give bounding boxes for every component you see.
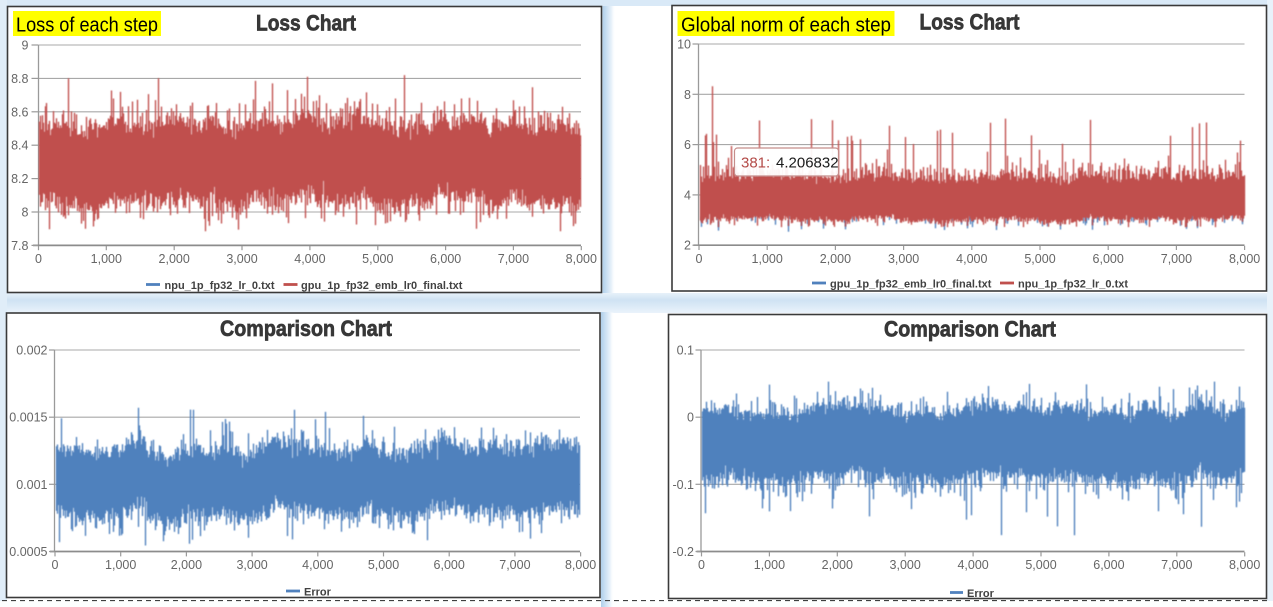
svg-text:0.001: 0.001 (16, 478, 47, 492)
svg-text:8,000: 8,000 (1229, 252, 1260, 266)
svg-text:-0.1: -0.1 (672, 478, 694, 492)
svg-text:7.8: 7.8 (11, 239, 28, 253)
svg-text:Error: Error (967, 588, 995, 600)
svg-text:0: 0 (35, 252, 42, 266)
svg-text:Loss Chart: Loss Chart (920, 10, 1021, 35)
svg-text:Comparison Chart: Comparison Chart (884, 317, 1057, 342)
svg-text:4,000: 4,000 (957, 558, 988, 572)
svg-text:4,000: 4,000 (956, 252, 987, 266)
svg-text:0.0015: 0.0015 (9, 411, 47, 425)
svg-text:2,000: 2,000 (820, 252, 851, 266)
svg-text:8: 8 (684, 88, 691, 102)
svg-text:8.2: 8.2 (11, 172, 28, 186)
svg-text:381:: 381: (741, 155, 770, 172)
svg-text:6,000: 6,000 (1093, 558, 1124, 572)
svg-text:8,000: 8,000 (566, 252, 597, 266)
svg-text:6,000: 6,000 (434, 558, 465, 572)
svg-text:6,000: 6,000 (1093, 252, 1124, 266)
svg-text:6: 6 (684, 138, 691, 152)
svg-text:0: 0 (696, 252, 703, 266)
svg-text:7,000: 7,000 (499, 558, 530, 572)
svg-text:7,000: 7,000 (1161, 252, 1192, 266)
svg-text:8,000: 8,000 (565, 558, 596, 572)
svg-text:5,000: 5,000 (1024, 252, 1055, 266)
svg-text:5,000: 5,000 (1025, 558, 1056, 572)
svg-text:3,000: 3,000 (890, 558, 921, 572)
svg-text:Global norm of each step: Global norm of each step (681, 14, 891, 37)
svg-text:2,000: 2,000 (159, 252, 190, 266)
svg-text:0.1: 0.1 (677, 344, 694, 358)
svg-text:5,000: 5,000 (362, 252, 393, 266)
svg-text:npu_1p_fp32_lr_0.txt: npu_1p_fp32_lr_0.txt (1018, 279, 1128, 291)
svg-text:npu_1p_fp32_lr_0.txt: npu_1p_fp32_lr_0.txt (165, 280, 275, 292)
svg-text:Loss Chart: Loss Chart (256, 10, 357, 35)
svg-text:Error: Error (304, 587, 332, 599)
svg-text:7,000: 7,000 (498, 252, 529, 266)
svg-text:7,000: 7,000 (1161, 558, 1192, 572)
svg-text:1,000: 1,000 (105, 558, 136, 572)
svg-text:1,000: 1,000 (752, 252, 783, 266)
svg-text:3,000: 3,000 (236, 558, 267, 572)
svg-text:3,000: 3,000 (226, 252, 257, 266)
svg-text:8.6: 8.6 (11, 105, 28, 119)
svg-text:1,000: 1,000 (754, 558, 785, 572)
svg-text:2,000: 2,000 (171, 558, 202, 572)
svg-text:0.002: 0.002 (16, 344, 47, 358)
svg-text:0: 0 (52, 558, 59, 572)
svg-text:1,000: 1,000 (91, 252, 122, 266)
svg-text:gpu_1p_fp32_emb_lr0_final.txt: gpu_1p_fp32_emb_lr0_final.txt (301, 280, 463, 292)
svg-text:Loss of each step: Loss of each step (16, 14, 158, 37)
svg-text:2: 2 (684, 239, 691, 253)
svg-text:4: 4 (684, 188, 691, 202)
svg-text:-0.2: -0.2 (672, 545, 694, 559)
svg-text:5,000: 5,000 (368, 558, 399, 572)
svg-text:3,000: 3,000 (888, 252, 919, 266)
svg-text:0: 0 (687, 411, 694, 425)
svg-text:4,000: 4,000 (294, 252, 325, 266)
svg-text:gpu_1p_fp32_emb_lr0_final.txt: gpu_1p_fp32_emb_lr0_final.txt (830, 279, 992, 291)
svg-text:6,000: 6,000 (430, 252, 461, 266)
svg-text:0.0005: 0.0005 (9, 545, 47, 559)
svg-text:9: 9 (22, 39, 29, 53)
svg-text:0: 0 (698, 558, 705, 572)
svg-text:8.8: 8.8 (11, 72, 28, 86)
svg-text:2,000: 2,000 (822, 558, 853, 572)
svg-text:8: 8 (22, 206, 29, 220)
svg-text:8,000: 8,000 (1229, 558, 1260, 572)
svg-text:4,000: 4,000 (302, 558, 333, 572)
svg-text:Comparison Chart: Comparison Chart (220, 316, 393, 341)
svg-text:10: 10 (677, 38, 691, 52)
svg-text:8.4: 8.4 (11, 139, 28, 153)
svg-text:4.206832: 4.206832 (776, 155, 839, 172)
